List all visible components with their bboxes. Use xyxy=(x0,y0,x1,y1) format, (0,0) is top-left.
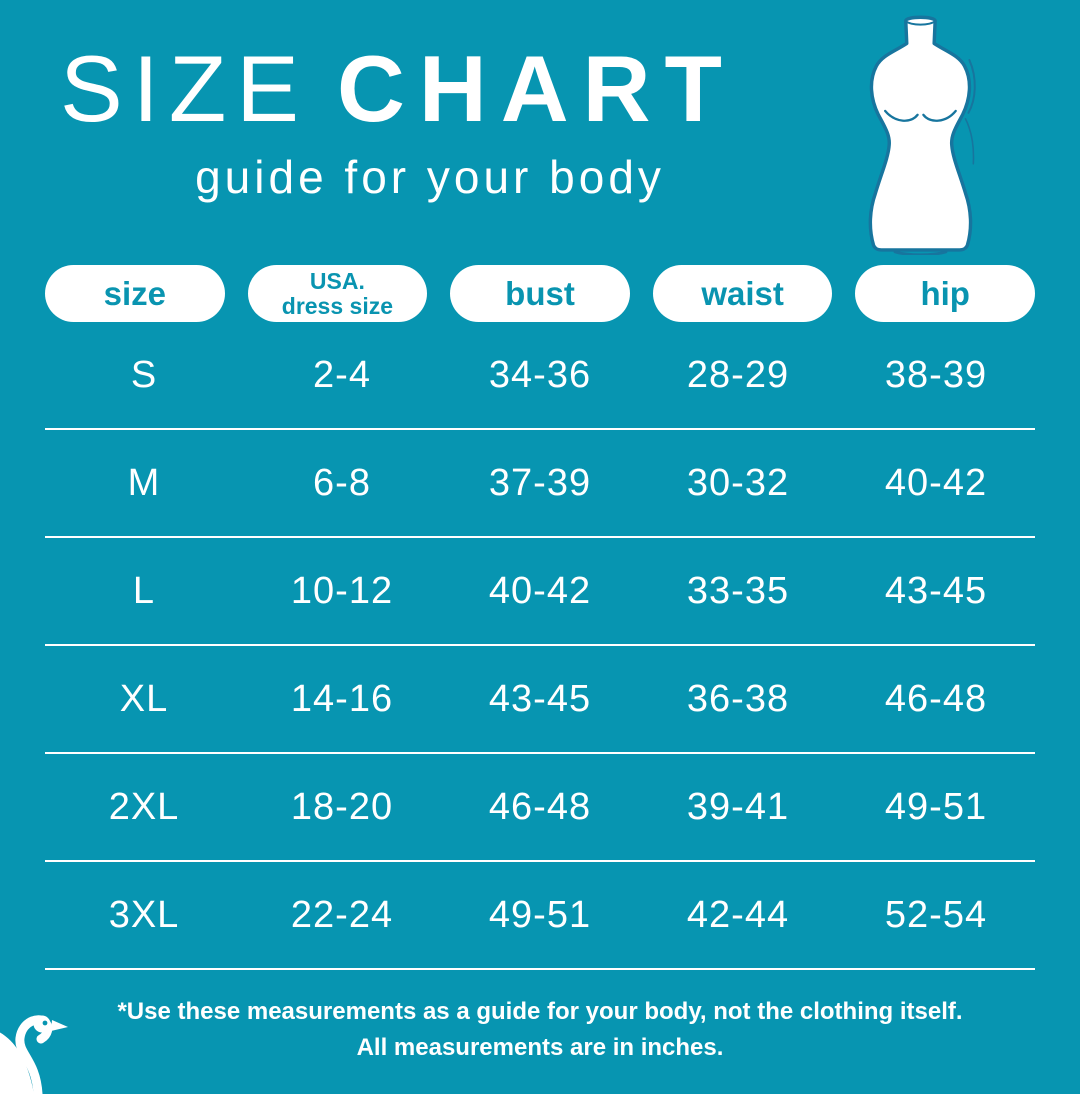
column-header-dress-size-line1: USA. xyxy=(309,267,365,294)
dress-form-icon xyxy=(868,15,976,255)
column-header-waist: waist xyxy=(652,265,833,322)
table-cell-bust: 40-42 xyxy=(488,569,592,612)
header: SIZE CHART guide for your body xyxy=(60,42,800,204)
table-cell-waist: 42-44 xyxy=(686,893,790,936)
table-row: 3XL 22-24 49-51 42-44 52-54 xyxy=(45,862,1035,970)
row-size-label: XL xyxy=(119,677,169,720)
column-header-size: size xyxy=(45,265,225,322)
table-cell-hip: 46-48 xyxy=(884,677,988,720)
table-cell-hip: 38-39 xyxy=(884,353,988,396)
table-cell-hip: 40-42 xyxy=(884,461,988,504)
page-title-word-size: SIZE xyxy=(60,36,309,141)
table-cell-bust: 49-51 xyxy=(488,893,592,936)
table-cell-bust: 34-36 xyxy=(488,353,592,396)
table-row: M 6-8 37-39 30-32 40-42 xyxy=(45,430,1035,538)
table-row: 2XL 18-20 46-48 39-41 49-51 xyxy=(45,754,1035,862)
column-header-bust-label: bust xyxy=(505,275,575,312)
row-size-label: 2XL xyxy=(108,785,180,828)
column-header-hip: hip xyxy=(855,265,1035,322)
footer-note: *Use these measurements as a guide for y… xyxy=(0,994,1080,1066)
table-cell-dress-size: 22-24 xyxy=(290,893,394,936)
page-subtitle: guide for your body xyxy=(195,151,665,203)
table-cell-waist: 33-35 xyxy=(686,569,790,612)
page-title: SIZE CHART xyxy=(60,42,800,136)
table-header-row: size USA. dress size bust waist hip xyxy=(45,265,1035,322)
footer-note-line-1: *Use these measurements as a guide for y… xyxy=(117,998,963,1025)
size-chart-table: size USA. dress size bust waist hip S 2-… xyxy=(45,265,1035,970)
column-header-dress-size-line2: dress size xyxy=(281,292,394,319)
row-size-label: L xyxy=(132,569,156,612)
row-size-label: S xyxy=(130,353,158,396)
table-cell-bust: 46-48 xyxy=(488,785,592,828)
table-cell-bust: 43-45 xyxy=(488,677,592,720)
column-header-size-label: size xyxy=(103,275,166,312)
table-cell-waist: 39-41 xyxy=(686,785,790,828)
column-header-bust: bust xyxy=(450,265,630,322)
table-body: S 2-4 34-36 28-29 38-39 M 6-8 37-39 30-3… xyxy=(45,322,1035,970)
table-cell-waist: 36-38 xyxy=(686,677,790,720)
table-row: XL 14-16 43-45 36-38 46-48 xyxy=(45,646,1035,754)
page-title-word-chart: CHART xyxy=(336,36,736,141)
row-size-label: 3XL xyxy=(108,893,180,936)
table-cell-dress-size: 18-20 xyxy=(290,785,394,828)
table-cell-hip: 49-51 xyxy=(884,785,988,828)
table-row: L 10-12 40-42 33-35 43-45 xyxy=(45,538,1035,646)
footer-note-line-2: All measurements are in inches. xyxy=(356,1034,724,1061)
table-cell-dress-size: 10-12 xyxy=(290,569,394,612)
column-header-waist-label: waist xyxy=(701,275,784,312)
table-cell-waist: 30-32 xyxy=(686,461,790,504)
table-cell-dress-size: 2-4 xyxy=(313,353,371,396)
column-header-dress-size: USA. dress size xyxy=(247,265,428,322)
column-header-hip-label: hip xyxy=(920,275,970,312)
row-size-label: M xyxy=(127,461,161,504)
table-row: S 2-4 34-36 28-29 38-39 xyxy=(45,322,1035,430)
swan-logo-icon xyxy=(0,1015,68,1094)
table-cell-bust: 37-39 xyxy=(488,461,592,504)
table-cell-hip: 43-45 xyxy=(884,569,988,612)
table-cell-dress-size: 6-8 xyxy=(313,461,371,504)
table-cell-waist: 28-29 xyxy=(686,353,790,396)
table-cell-dress-size: 14-16 xyxy=(290,677,394,720)
table-cell-hip: 52-54 xyxy=(884,893,988,936)
